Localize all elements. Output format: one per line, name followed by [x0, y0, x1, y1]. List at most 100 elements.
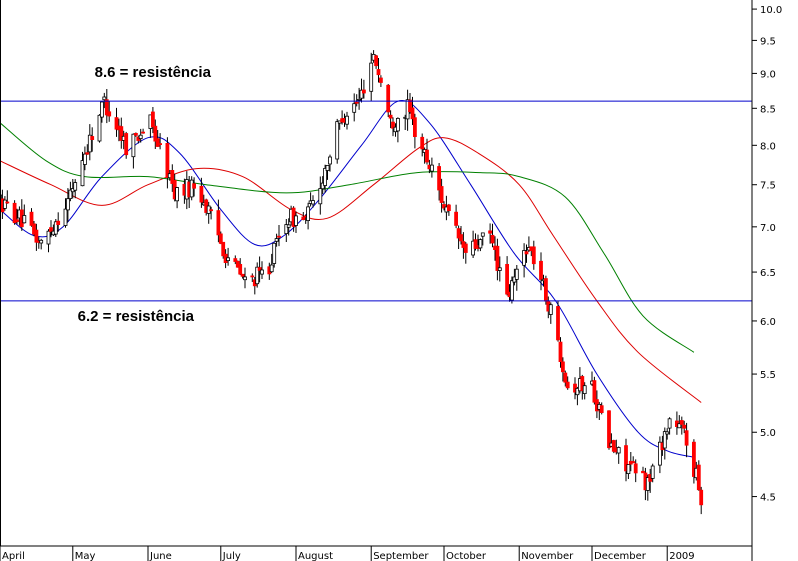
x-tick-label: April — [2, 551, 25, 561]
y-tick-label: 5.0 — [760, 428, 776, 439]
axes — [0, 0, 753, 561]
candle-body — [454, 211, 459, 226]
candle-body — [361, 89, 366, 94]
candle-body — [662, 431, 667, 449]
candle-body — [558, 341, 563, 363]
candle-body — [473, 239, 478, 249]
candle-body — [104, 99, 109, 116]
candle-body — [548, 304, 553, 315]
candle-body — [531, 246, 536, 265]
candle-body — [410, 107, 415, 120]
candle-body — [114, 117, 119, 130]
candle-body — [682, 424, 687, 429]
candle-body — [565, 381, 570, 389]
candle-body — [320, 182, 325, 190]
candle-body — [124, 133, 129, 156]
candle-body — [260, 269, 264, 275]
x-ticks: April May June July August September October No… — [0, 546, 695, 561]
candle-body — [369, 62, 374, 92]
candle-body — [556, 306, 560, 341]
candle-body — [158, 143, 163, 146]
x-tick-label: 2009 — [669, 551, 694, 561]
candle-body — [301, 216, 306, 220]
candle-body — [650, 465, 655, 479]
candle-body — [395, 118, 400, 132]
candle-body — [624, 445, 628, 472]
candle-body — [539, 260, 543, 280]
candle-body — [119, 126, 124, 141]
candle-body — [667, 418, 672, 429]
candle-body — [478, 239, 483, 249]
resistance-lines — [0, 100, 752, 302]
candle-body — [80, 160, 85, 187]
candle-body — [599, 405, 604, 414]
resistance-label-1: 8.6 = resistência — [95, 64, 212, 81]
candle-body — [46, 230, 51, 245]
candle-body — [561, 361, 565, 373]
candle-body — [218, 233, 223, 244]
candle-body — [429, 164, 434, 172]
candle-body — [97, 114, 102, 142]
candle-body — [150, 111, 155, 128]
candle-body — [216, 210, 221, 236]
candle-body — [505, 263, 510, 295]
candle-body — [679, 420, 684, 425]
y-tick-label: 4.5 — [760, 493, 776, 504]
candle-body — [616, 447, 621, 454]
candle-body — [495, 245, 500, 271]
candle-body — [391, 121, 395, 129]
moving-average-line-1 — [0, 99, 695, 458]
candle-body — [257, 267, 262, 271]
candle-body — [677, 423, 682, 429]
y-tick-label: 8.0 — [760, 141, 776, 152]
candle-body — [155, 138, 160, 147]
candle-body — [446, 204, 451, 211]
candles — [0, 50, 704, 515]
x-tick-label: October — [446, 551, 487, 561]
candle-body — [459, 234, 463, 242]
x-tick-label: September — [373, 551, 429, 561]
candle-body — [626, 464, 631, 475]
candle-body — [34, 229, 39, 243]
x-tick-label: August — [298, 551, 333, 561]
candle-body — [359, 89, 364, 99]
candle-body — [544, 278, 548, 302]
candle-body — [250, 275, 255, 278]
candle-body — [633, 463, 638, 474]
candle-body — [323, 167, 328, 186]
candle-body — [611, 440, 616, 452]
y-tick-label: 8.5 — [760, 104, 776, 115]
candle-body — [442, 204, 446, 209]
y-tick-label: 7.0 — [760, 223, 776, 234]
candle-body — [192, 183, 197, 189]
y-tick-label: 6.5 — [760, 268, 776, 279]
candle-body — [376, 69, 381, 76]
candle-body — [386, 84, 391, 113]
y-tick-label: 5.5 — [760, 370, 776, 381]
candle-body — [15, 219, 19, 223]
moving-averages — [0, 99, 702, 458]
candle-body — [209, 209, 214, 212]
candle-body — [32, 223, 36, 235]
candle-body — [575, 387, 580, 396]
candle-body — [378, 77, 383, 83]
candle-body — [133, 132, 138, 136]
candle-body — [388, 114, 393, 119]
resistance-label-2: 6.2 = resistência — [78, 308, 195, 325]
candle-body — [318, 188, 323, 205]
y-tick-label: 6.0 — [760, 317, 776, 328]
candle-body — [138, 134, 143, 139]
candle-body — [274, 238, 279, 242]
candle-body — [352, 103, 357, 113]
x-tick-label: November — [521, 551, 574, 561]
moving-average-line-2 — [0, 137, 702, 403]
candle-body — [345, 115, 349, 125]
candle-body — [107, 111, 112, 117]
candle-body — [221, 241, 226, 257]
candle-body — [607, 410, 611, 449]
candle-body — [284, 224, 289, 235]
candle-body — [68, 189, 73, 200]
x-tick-label: May — [75, 551, 96, 561]
candle-body — [420, 136, 425, 150]
